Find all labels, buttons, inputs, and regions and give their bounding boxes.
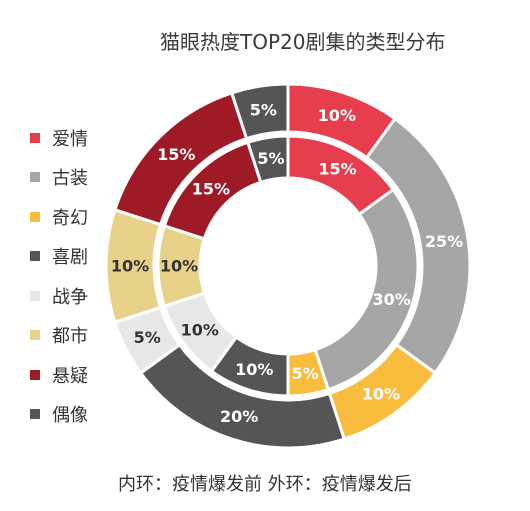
legend-item: 都市 — [30, 316, 88, 356]
chart-title: 猫眼热度TOP20剧集的类型分布 — [160, 30, 446, 54]
outer-ring-label: 10% — [111, 257, 149, 276]
legend-item: 爱情 — [30, 118, 88, 158]
outer-ring-slice — [229, 82, 290, 141]
inner-ring-label: 5% — [291, 364, 318, 383]
inner-ring-label: 10% — [181, 321, 219, 340]
legend-item: 古装 — [30, 158, 88, 198]
legend-label: 奇幻 — [52, 207, 88, 229]
legend-item: 奇幻 — [30, 197, 88, 237]
outer-ring-label: 10% — [362, 384, 400, 403]
outer-ring-label: 10% — [318, 106, 356, 125]
legend-label: 悬疑 — [52, 365, 88, 387]
ring-caption: 内环：疫情爆发前 外环：疫情爆发后 — [118, 474, 412, 495]
inner-ring-label: 10% — [160, 257, 198, 276]
inner-ring-label: 10% — [235, 360, 273, 379]
outer-ring-label: 20% — [220, 407, 258, 426]
inner-ring-label: 15% — [318, 159, 356, 178]
outer-ring-label: 25% — [425, 232, 463, 251]
outer-ring-label: 5% — [134, 328, 161, 347]
inner-ring-slice — [245, 134, 290, 185]
legend-item: 偶像 — [30, 395, 88, 435]
inner-ring-label: 15% — [192, 179, 230, 198]
inner-ring-label: 5% — [257, 149, 284, 168]
legend-label: 偶像 — [52, 405, 88, 427]
legend-swatch — [30, 330, 40, 341]
legend-swatch — [30, 132, 40, 143]
legend-swatch — [30, 409, 40, 420]
legend-label: 爱情 — [52, 128, 88, 150]
legend-label: 喜剧 — [52, 247, 88, 269]
legend-label: 战争 — [52, 286, 88, 308]
legend-label: 都市 — [52, 326, 88, 348]
legend-label: 古装 — [52, 168, 88, 190]
outer-ring-label: 15% — [157, 145, 195, 164]
legend-swatch — [30, 251, 40, 262]
legend-swatch — [30, 172, 40, 183]
legend-item: 喜剧 — [30, 237, 88, 277]
legend-item: 悬疑 — [30, 355, 88, 395]
legend-swatch — [30, 290, 40, 301]
legend: 爱情古装奇幻喜剧战争都市悬疑偶像 — [30, 118, 88, 434]
legend-item: 战争 — [30, 276, 88, 316]
legend-swatch — [30, 369, 40, 380]
outer-ring-label: 5% — [250, 100, 277, 119]
legend-swatch — [30, 211, 40, 222]
inner-ring-label: 30% — [373, 290, 411, 309]
